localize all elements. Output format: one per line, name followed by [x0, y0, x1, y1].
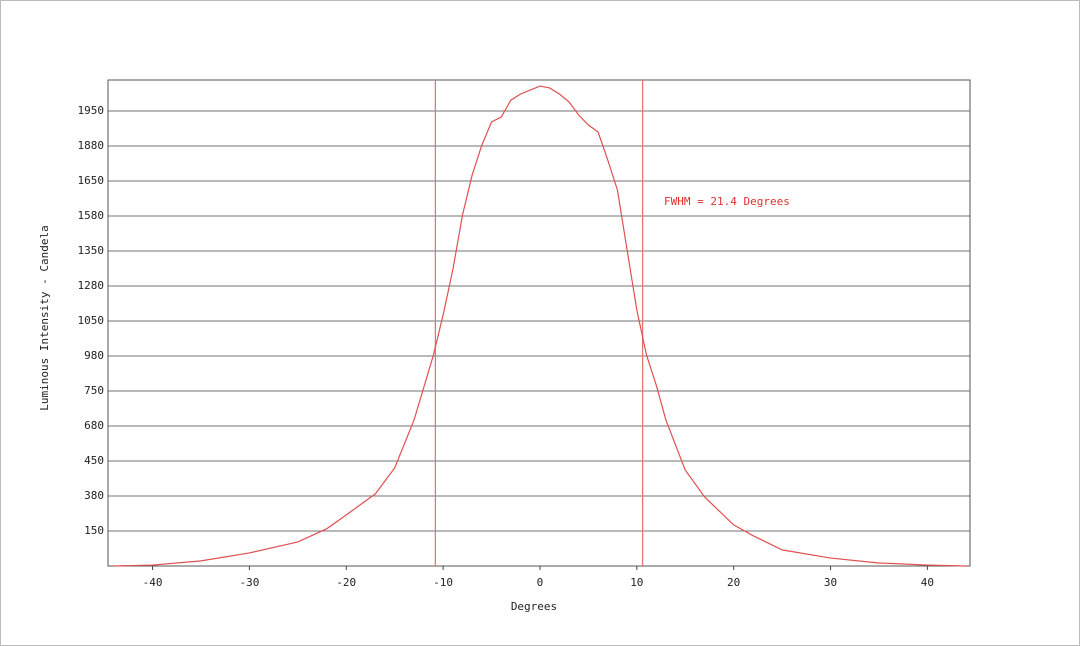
x-tick-label: 20 [727, 576, 740, 589]
y-tick-label: 150 [84, 524, 104, 537]
data-line [113, 85, 967, 567]
y-tick-label: 1950 [78, 104, 105, 117]
y-tick-label: 1650 [78, 174, 105, 187]
y-tick-label: 1880 [78, 139, 105, 152]
annotation: FWHM = 21.4 Degrees [664, 195, 790, 208]
x-tick-label: 10 [630, 576, 643, 589]
y-axis-label: Luminous Intensity - Candela [38, 225, 51, 410]
y-tick-label: 750 [84, 384, 104, 397]
x-tick-label: 40 [921, 576, 934, 589]
x-tick-label: -10 [433, 576, 453, 589]
x-axis-label: Degrees [511, 600, 557, 613]
y-tick-label: 1050 [78, 314, 105, 327]
y-tick-label: 380 [84, 489, 104, 502]
y-tick-label: 680 [84, 419, 104, 432]
y-tick-label: 1580 [78, 209, 105, 222]
x-tick-label: -40 [143, 576, 163, 589]
x-tick-label: -30 [239, 576, 259, 589]
y-tick-label: 1280 [78, 279, 105, 292]
x-tick-label: 0 [537, 576, 544, 589]
x-tick-label: -20 [336, 576, 356, 589]
plot-area [107, 79, 971, 567]
y-tick-label: 980 [84, 349, 104, 362]
x-tick-label: 30 [824, 576, 837, 589]
y-tick-label: 1350 [78, 244, 105, 257]
y-tick-label: 450 [84, 454, 104, 467]
